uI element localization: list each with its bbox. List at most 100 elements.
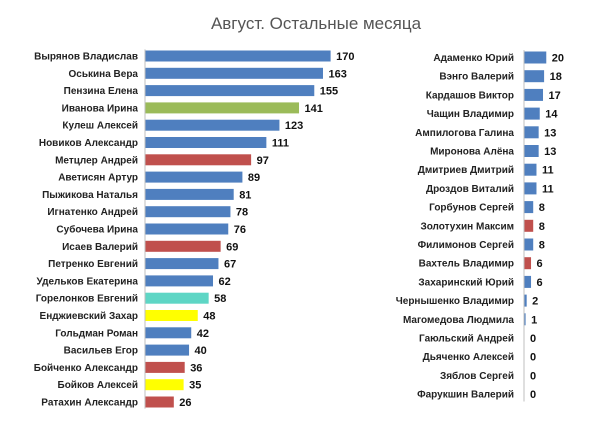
bar — [524, 163, 537, 176]
data-label: 11 — [542, 183, 554, 195]
category-label: Оськина Вера — [69, 69, 139, 80]
category-label: Миронова Алёна — [430, 147, 514, 158]
category-label: Горелoнков Евгений — [36, 294, 138, 305]
category-label: Метцлер Андрей — [55, 155, 138, 166]
data-label: 0 — [530, 333, 536, 345]
category-label: Дроздов Виталий — [426, 184, 514, 195]
data-label: 123 — [285, 120, 303, 132]
bar — [145, 85, 315, 97]
data-label: 35 — [189, 380, 201, 392]
data-label: 81 — [239, 189, 251, 201]
bar — [145, 223, 229, 235]
bar — [524, 126, 539, 139]
bar — [145, 396, 174, 408]
category-label: Кардашов Виктор — [426, 90, 514, 101]
data-label: 111 — [272, 138, 289, 150]
data-label: 89 — [248, 172, 260, 184]
data-label: 11 — [542, 165, 554, 177]
category-label: Бойченко Александр — [34, 363, 138, 374]
data-label: 62 — [219, 276, 231, 288]
bar — [524, 70, 545, 83]
data-label: 1 — [531, 314, 537, 326]
chart-title: Август. Остальные месяца — [211, 14, 422, 33]
bar — [524, 219, 534, 232]
bar — [145, 119, 280, 131]
category-label: Вахтель Владимир — [419, 259, 514, 270]
data-label: 58 — [214, 293, 226, 305]
category-label: Бойков Алексей — [58, 380, 139, 391]
category-label: Петренко Евгений — [48, 259, 138, 270]
bar — [145, 275, 214, 287]
data-label: 40 — [195, 345, 207, 357]
bar — [145, 102, 300, 114]
category-label: Горбунов Сергей — [429, 202, 514, 214]
data-label: 17 — [549, 90, 561, 102]
bar — [524, 107, 540, 120]
category-label: Чащин Владимир — [427, 109, 514, 120]
category-label: Игнатенко Андрей — [47, 207, 138, 218]
category-label: Гольдман Роман — [55, 328, 138, 339]
bar — [145, 206, 231, 218]
category-label: Адаменко Юрий — [433, 53, 514, 64]
category-label: Фарукшин Валерий — [417, 390, 514, 401]
category-label: Пензина Елена — [64, 86, 139, 97]
bar — [145, 188, 234, 200]
data-label: 20 — [552, 53, 564, 65]
left-bar-chart: Вырянов Владислав 170 Оськина Вера 163 Пензи… — [34, 49, 354, 409]
category-label: Удельков Екатерина — [37, 276, 139, 287]
category-label: Гаюльский Андрей — [419, 334, 514, 345]
bar — [145, 292, 209, 304]
data-label: 78 — [236, 207, 248, 219]
category-label: Енджиевский Захар — [40, 311, 138, 322]
data-label: 6 — [537, 277, 543, 289]
category-label: Иванова Ирина — [62, 103, 139, 114]
bar — [145, 67, 323, 79]
category-label: Зяблов Сергей — [440, 370, 514, 382]
category-label: Дмитриев Дмитрий — [418, 165, 514, 176]
data-label: 141 — [305, 103, 323, 115]
bar — [524, 145, 539, 157]
data-label: 6 — [537, 258, 543, 270]
bar — [524, 275, 532, 288]
data-label: 8 — [539, 221, 545, 233]
category-label: Васильев Егор — [64, 346, 138, 357]
bar — [145, 327, 192, 339]
data-label: 42 — [197, 328, 209, 340]
category-label: Новиков Александр — [39, 138, 138, 149]
data-label: 69 — [226, 241, 238, 253]
data-label: 170 — [336, 51, 354, 63]
data-label: 36 — [190, 362, 202, 374]
data-label: 48 — [203, 311, 215, 323]
category-label: Ратахин Александр — [41, 398, 138, 409]
bar — [524, 257, 532, 270]
data-label: 67 — [224, 259, 236, 271]
category-label: Кулеш Алексей — [62, 121, 138, 132]
data-label: 0 — [530, 389, 536, 401]
bar — [524, 182, 537, 195]
category-label: Чернышенко Владимир — [396, 296, 514, 307]
category-label: Пыжикова Наталья — [42, 190, 138, 201]
bar — [145, 344, 190, 356]
data-label: 26 — [179, 397, 191, 409]
bar — [145, 240, 221, 252]
bar — [524, 88, 544, 101]
category-label: Ампилогова Галина — [415, 128, 514, 139]
category-label: Золотухин Максим — [420, 221, 514, 232]
data-label: 13 — [544, 146, 556, 158]
data-label: 18 — [550, 71, 562, 83]
data-label: 163 — [328, 68, 346, 80]
bar — [145, 154, 252, 166]
data-label: 2 — [532, 296, 538, 308]
category-label: Захаринский Юрий — [418, 277, 514, 288]
category-label: Филимонов Сергей — [418, 240, 514, 251]
data-label: 8 — [539, 202, 545, 214]
bar — [145, 171, 243, 183]
category-label: Дьяченко Алексей — [423, 352, 514, 363]
bar — [145, 361, 185, 373]
data-label: 8 — [539, 240, 545, 252]
category-label: Аветисян Артур — [58, 173, 138, 184]
data-label: 0 — [530, 352, 536, 364]
bar — [145, 258, 219, 270]
